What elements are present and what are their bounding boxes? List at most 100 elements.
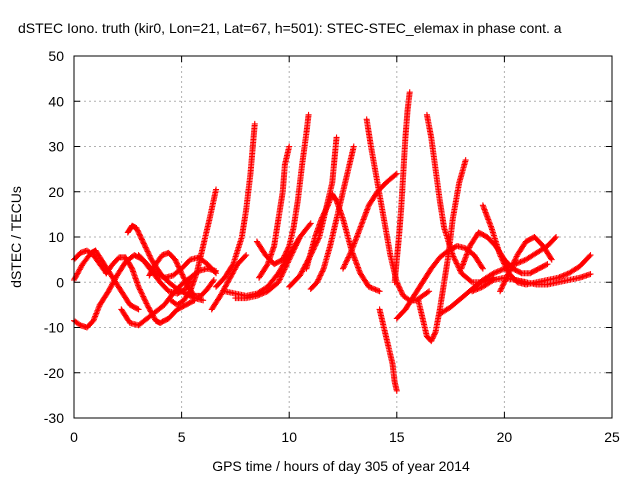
data-point-markers bbox=[264, 244, 277, 268]
data-point-markers bbox=[109, 274, 124, 294]
data-series bbox=[167, 186, 220, 308]
y-tick-label: 30 bbox=[48, 139, 64, 155]
chart-title: dSTEC Iono. truth (kir0, Lon=21, Lat=67,… bbox=[18, 20, 562, 36]
data-point bbox=[548, 256, 555, 263]
data-series bbox=[172, 256, 217, 299]
data-series bbox=[393, 243, 486, 322]
data-point-markers bbox=[340, 248, 354, 272]
data-point-markers bbox=[565, 264, 582, 277]
data-series bbox=[256, 143, 293, 281]
data-series bbox=[124, 222, 207, 304]
data-point-markers bbox=[505, 253, 520, 277]
data-point-markers bbox=[488, 224, 503, 257]
data-point-markers bbox=[187, 271, 200, 295]
data-point-markers bbox=[466, 230, 481, 250]
data-point-markers bbox=[271, 217, 282, 250]
data-point-markers bbox=[415, 297, 426, 320]
data-point-markers bbox=[275, 258, 292, 286]
data-point-markers bbox=[380, 215, 394, 257]
data-point-markers bbox=[374, 179, 387, 221]
x-axis-label: GPS time / hours of day 305 of year 2014 bbox=[212, 458, 470, 474]
data-point-markers bbox=[479, 202, 494, 230]
data-point-markers bbox=[527, 266, 541, 277]
data-point-markers bbox=[428, 330, 438, 345]
data-point-markers bbox=[307, 280, 320, 293]
data-series bbox=[469, 274, 529, 295]
data-point-markers bbox=[458, 244, 473, 272]
x-tick-label: 5 bbox=[178, 429, 186, 445]
data-point-markers bbox=[512, 257, 528, 268]
data-point-markers bbox=[329, 191, 339, 203]
data-point-markers bbox=[137, 234, 148, 248]
data-series bbox=[423, 111, 497, 286]
data-point bbox=[286, 143, 293, 150]
data-point-markers bbox=[253, 238, 268, 257]
data-point-markers bbox=[165, 249, 178, 262]
data-point-markers bbox=[275, 190, 286, 222]
data-series bbox=[71, 301, 103, 331]
data-point-markers bbox=[174, 286, 188, 296]
data-point bbox=[376, 288, 383, 295]
data-point-markers bbox=[380, 324, 391, 348]
axis-ticks: 0 5 10 15 20 25 -30 -20 -10 0 10 20 30 40 50 bbox=[44, 48, 620, 445]
data-point-markers bbox=[428, 255, 442, 272]
data-point-markers bbox=[400, 136, 409, 177]
data-point-markers bbox=[402, 294, 417, 313]
data-point-markers bbox=[535, 261, 550, 272]
data-point-markers bbox=[395, 208, 404, 240]
data-point-markers bbox=[204, 261, 218, 276]
x-tick-label: 20 bbox=[497, 429, 513, 445]
data-point-markers bbox=[479, 277, 496, 290]
data-point bbox=[135, 306, 142, 313]
x-tick-label: 10 bbox=[281, 429, 297, 445]
data-point-markers bbox=[243, 172, 254, 213]
data-point-markers bbox=[225, 262, 240, 283]
data-point-markers bbox=[576, 253, 593, 270]
data-point-markers bbox=[79, 251, 94, 268]
data-point-markers bbox=[531, 234, 546, 248]
data-point-markers bbox=[320, 244, 333, 272]
data-point-markers bbox=[230, 235, 245, 268]
data-points bbox=[71, 89, 594, 394]
data-point-markers bbox=[118, 288, 133, 307]
data-series bbox=[103, 254, 198, 326]
data-point-markers bbox=[286, 235, 303, 263]
x-tick-label: 25 bbox=[604, 429, 620, 445]
data-series bbox=[253, 111, 312, 268]
data-point-markers bbox=[114, 260, 128, 279]
data-series bbox=[208, 252, 250, 313]
data-point-markers bbox=[331, 135, 340, 164]
data-point-markers bbox=[428, 134, 439, 171]
data-point-markers bbox=[383, 171, 399, 186]
data-point-markers bbox=[178, 270, 191, 289]
data-point bbox=[462, 157, 469, 164]
data-series bbox=[497, 234, 555, 295]
data-point-markers bbox=[447, 296, 464, 311]
data-point-markers bbox=[152, 302, 167, 315]
data-series bbox=[340, 170, 400, 272]
data-point-markers bbox=[436, 304, 453, 317]
y-axis-label: dSTEC / TECUs bbox=[8, 186, 24, 288]
data-point bbox=[307, 220, 314, 227]
data-point-markers bbox=[208, 294, 223, 313]
data-series bbox=[363, 116, 433, 304]
data-point-markers bbox=[329, 158, 338, 186]
data-series bbox=[213, 120, 258, 290]
data-point-markers bbox=[327, 217, 340, 250]
data-point-markers bbox=[197, 287, 210, 299]
data-point bbox=[553, 234, 560, 240]
data-point-markers bbox=[279, 163, 288, 195]
data-point-markers bbox=[90, 303, 103, 324]
data-point-markers bbox=[279, 244, 292, 263]
data-point-markers bbox=[264, 280, 281, 295]
data-point-markers bbox=[135, 283, 150, 307]
data-point bbox=[213, 270, 220, 277]
y-tick-label: 0 bbox=[56, 274, 64, 290]
data-point bbox=[305, 111, 312, 118]
data-point-markers bbox=[365, 189, 380, 209]
data-point bbox=[200, 297, 207, 304]
data-point-markers bbox=[135, 316, 149, 329]
data-point-markers bbox=[419, 266, 434, 286]
data-point-markers bbox=[449, 181, 462, 222]
data-point-markers bbox=[256, 262, 270, 281]
